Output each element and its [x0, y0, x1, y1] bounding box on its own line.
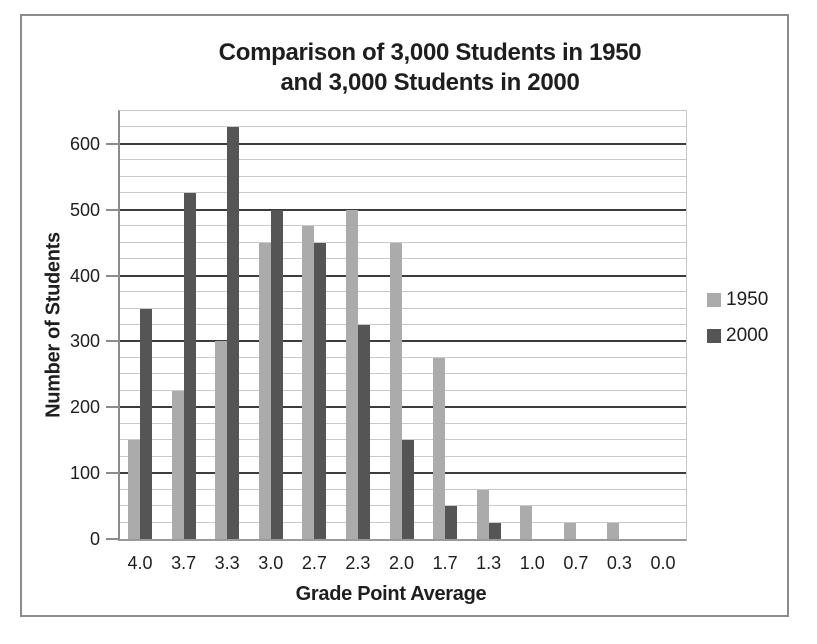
- gridline-minor: [120, 422, 686, 424]
- chart-title-line-2: and 3,000 Students in 2000: [280, 69, 580, 96]
- x-tick-label-1.3: 1.3: [476, 553, 502, 573]
- legend: 1950 2000: [707, 289, 768, 347]
- gridline-minor: [120, 356, 686, 358]
- bar-1950-gpa-3.7: [171, 390, 184, 539]
- gridline-minor: [120, 192, 686, 194]
- bar-1950-gpa-2.7: [302, 226, 315, 539]
- y-tick-500: [106, 208, 118, 211]
- bar-1950-gpa-1.7: [433, 357, 446, 539]
- gridline-minor: [120, 389, 686, 391]
- x-tick-label-2.0: 2.0: [388, 553, 415, 573]
- bar-1950-gpa-1.0: [520, 506, 533, 539]
- bar-2000-gpa-4.0: [140, 308, 152, 539]
- gridline-minor: [120, 241, 686, 243]
- bar-1950-gpa-0.3: [607, 522, 620, 539]
- gridline-major: [120, 274, 686, 277]
- gridline-minor: [120, 439, 686, 441]
- x-tick-label-3.0: 3.0: [258, 553, 284, 573]
- y-tick-300: [106, 340, 118, 343]
- gridline-minor: [120, 225, 686, 227]
- y-tick-200: [106, 406, 118, 409]
- y-tick-label-100: 100: [69, 463, 100, 484]
- y-tick-label-0: 0: [89, 529, 100, 549]
- y-tick-label-400: 400: [69, 265, 100, 286]
- x-tick-label-4.0: 4.0: [127, 553, 153, 573]
- bar-2000-gpa-2.0: [401, 440, 414, 539]
- x-tick-label-1.0: 1.0: [519, 553, 545, 573]
- y-tick-0: [106, 538, 118, 540]
- chart-title-line-1: Comparison of 3,000 Students in 1950: [218, 39, 642, 66]
- plot-area: [118, 110, 687, 541]
- y-tick-label-500: 500: [69, 199, 100, 220]
- legend-item-1950: 1950: [707, 289, 768, 311]
- bar-2000-gpa-1.3: [488, 522, 501, 539]
- gridline-minor: [120, 373, 686, 375]
- x-tick-label-1.7: 1.7: [432, 553, 458, 573]
- gridline-minor: [120, 307, 686, 309]
- bar-1950-gpa-2.0: [389, 242, 402, 539]
- gridline-minor: [120, 126, 686, 128]
- x-tick-label-2.3: 2.3: [345, 553, 371, 573]
- gridline-minor: [120, 324, 686, 325]
- bar-1950-gpa-0.7: [563, 522, 576, 539]
- x-tick-label-3.7: 3.7: [171, 553, 197, 573]
- bar-2000-gpa-3.7: [183, 193, 196, 539]
- y-tick-100: [106, 472, 118, 475]
- gridline-major: [120, 208, 686, 211]
- y-tick-label-600: 600: [69, 133, 100, 154]
- gridline-major: [120, 340, 686, 343]
- gridline-major: [120, 142, 686, 145]
- x-tick-label-2.7: 2.7: [301, 553, 327, 573]
- gridline-minor: [120, 291, 686, 293]
- x-tick-label-0.3: 0.3: [606, 553, 632, 573]
- legend-swatch-2000: [707, 329, 721, 343]
- y-tick-400: [106, 274, 118, 277]
- legend-label-1950: 1950: [726, 289, 769, 310]
- y-tick-600: [106, 142, 118, 145]
- x-tick-label-0.0: 0.0: [650, 553, 676, 573]
- y-tick-label-300: 300: [69, 331, 100, 352]
- bar-2000-gpa-2.3: [357, 325, 370, 539]
- chart-title: Comparison of 3,000 Students in 1950 and…: [120, 38, 740, 98]
- legend-swatch-1950: [707, 293, 721, 307]
- legend-item-2000: 2000: [707, 325, 768, 347]
- gridline-minor: [120, 175, 686, 177]
- bar-2000-gpa-2.7: [314, 242, 327, 539]
- bar-1950-gpa-4.0: [128, 440, 140, 539]
- legend-label-2000: 2000: [726, 325, 769, 346]
- bar-2000-gpa-1.7: [445, 506, 458, 539]
- bar-1950-gpa-2.3: [345, 209, 358, 539]
- x-tick-label-0.7: 0.7: [563, 553, 589, 573]
- gridline-minor: [120, 159, 686, 161]
- y-axis-title: Number of Students: [42, 232, 65, 418]
- bar-2000-gpa-3.0: [270, 209, 283, 539]
- gridline-minor: [120, 258, 686, 260]
- gridline-major: [120, 406, 686, 409]
- bar-1950-gpa-1.3: [476, 489, 489, 539]
- y-tick-label-200: 200: [69, 397, 100, 418]
- x-axis-title: Grade Point Average: [295, 583, 487, 605]
- bar-2000-gpa-3.3: [227, 127, 240, 539]
- x-tick-label-3.3: 3.3: [214, 553, 240, 573]
- bar-1950-gpa-3.3: [215, 341, 228, 539]
- bar-1950-gpa-3.0: [258, 242, 271, 539]
